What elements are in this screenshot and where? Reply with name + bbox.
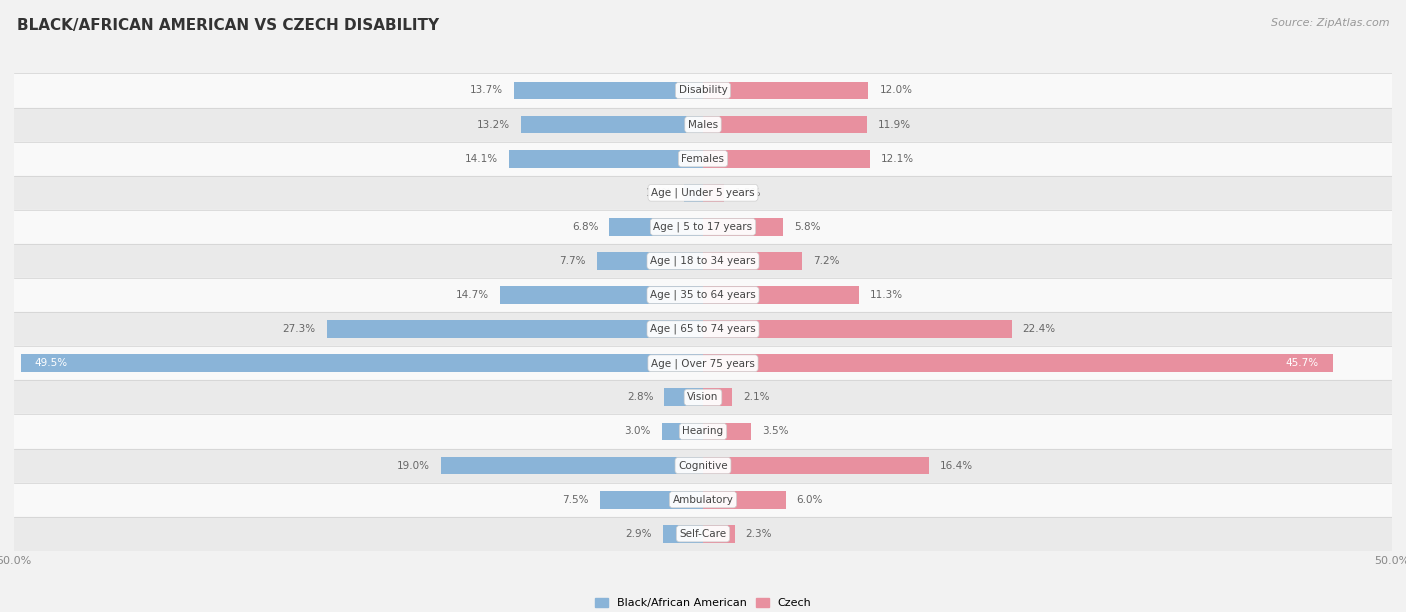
Text: Age | Over 75 years: Age | Over 75 years [651, 358, 755, 368]
Text: 7.5%: 7.5% [562, 494, 589, 505]
Text: Ambulatory: Ambulatory [672, 494, 734, 505]
Text: 2.9%: 2.9% [626, 529, 652, 539]
Text: 27.3%: 27.3% [283, 324, 316, 334]
Bar [703, 184, 724, 201]
Text: 1.4%: 1.4% [647, 188, 672, 198]
Text: 19.0%: 19.0% [396, 461, 430, 471]
Bar [441, 457, 703, 474]
Text: Cognitive: Cognitive [678, 461, 728, 471]
Text: Age | 18 to 34 years: Age | 18 to 34 years [650, 256, 756, 266]
Text: Age | 65 to 74 years: Age | 65 to 74 years [650, 324, 756, 334]
Bar [14, 380, 1392, 414]
Text: Age | 35 to 64 years: Age | 35 to 64 years [650, 290, 756, 300]
Bar [14, 346, 1392, 380]
Bar [14, 414, 1392, 449]
Bar [501, 286, 703, 304]
Text: 5.8%: 5.8% [794, 222, 821, 232]
Text: 3.0%: 3.0% [624, 427, 651, 436]
Text: Vision: Vision [688, 392, 718, 402]
Bar [14, 73, 1392, 108]
Bar [14, 244, 1392, 278]
Text: Age | Under 5 years: Age | Under 5 years [651, 187, 755, 198]
Text: Age | 5 to 17 years: Age | 5 to 17 years [654, 222, 752, 232]
Bar [703, 320, 1012, 338]
Bar [665, 389, 703, 406]
Text: 13.7%: 13.7% [470, 86, 503, 95]
Bar [14, 210, 1392, 244]
Bar [703, 525, 735, 543]
Bar [703, 423, 751, 440]
Bar [515, 81, 703, 99]
Bar [609, 218, 703, 236]
Text: 14.7%: 14.7% [457, 290, 489, 300]
Bar [703, 286, 859, 304]
Bar [14, 108, 1392, 141]
Bar [598, 252, 703, 270]
Bar [703, 491, 786, 509]
Text: 22.4%: 22.4% [1022, 324, 1056, 334]
Text: Source: ZipAtlas.com: Source: ZipAtlas.com [1271, 18, 1389, 28]
Text: Females: Females [682, 154, 724, 163]
Bar [683, 184, 703, 201]
Bar [703, 252, 803, 270]
Text: 6.8%: 6.8% [572, 222, 599, 232]
Bar [703, 389, 733, 406]
Text: Males: Males [688, 119, 718, 130]
Text: 2.8%: 2.8% [627, 392, 654, 402]
Text: 2.3%: 2.3% [745, 529, 772, 539]
Bar [14, 176, 1392, 210]
Bar [14, 278, 1392, 312]
Text: Hearing: Hearing [682, 427, 724, 436]
Bar [703, 218, 783, 236]
Bar [21, 354, 703, 372]
Text: 13.2%: 13.2% [477, 119, 510, 130]
Bar [14, 312, 1392, 346]
Text: 2.1%: 2.1% [742, 392, 769, 402]
Bar [703, 354, 1333, 372]
Bar [522, 116, 703, 133]
Bar [509, 150, 703, 168]
Bar [14, 141, 1392, 176]
Bar [14, 483, 1392, 517]
Bar [703, 81, 869, 99]
Bar [703, 116, 868, 133]
Bar [599, 491, 703, 509]
Bar [326, 320, 703, 338]
Text: 45.7%: 45.7% [1286, 358, 1319, 368]
Text: 49.5%: 49.5% [35, 358, 67, 368]
Text: BLACK/AFRICAN AMERICAN VS CZECH DISABILITY: BLACK/AFRICAN AMERICAN VS CZECH DISABILI… [17, 18, 439, 34]
Text: 1.5%: 1.5% [735, 188, 761, 198]
Text: 11.3%: 11.3% [870, 290, 903, 300]
Text: 11.9%: 11.9% [877, 119, 911, 130]
Text: 6.0%: 6.0% [797, 494, 823, 505]
Bar [14, 517, 1392, 551]
Text: 16.4%: 16.4% [941, 461, 973, 471]
Text: 12.0%: 12.0% [879, 86, 912, 95]
Bar [662, 423, 703, 440]
Text: 3.5%: 3.5% [762, 427, 789, 436]
Bar [14, 449, 1392, 483]
Text: 12.1%: 12.1% [880, 154, 914, 163]
Bar [703, 150, 870, 168]
Text: Disability: Disability [679, 86, 727, 95]
Bar [703, 457, 929, 474]
Text: 7.7%: 7.7% [560, 256, 586, 266]
Bar [664, 525, 703, 543]
Text: 7.2%: 7.2% [813, 256, 839, 266]
Legend: Black/African American, Czech: Black/African American, Czech [591, 594, 815, 612]
Text: 14.1%: 14.1% [464, 154, 498, 163]
Text: Self-Care: Self-Care [679, 529, 727, 539]
